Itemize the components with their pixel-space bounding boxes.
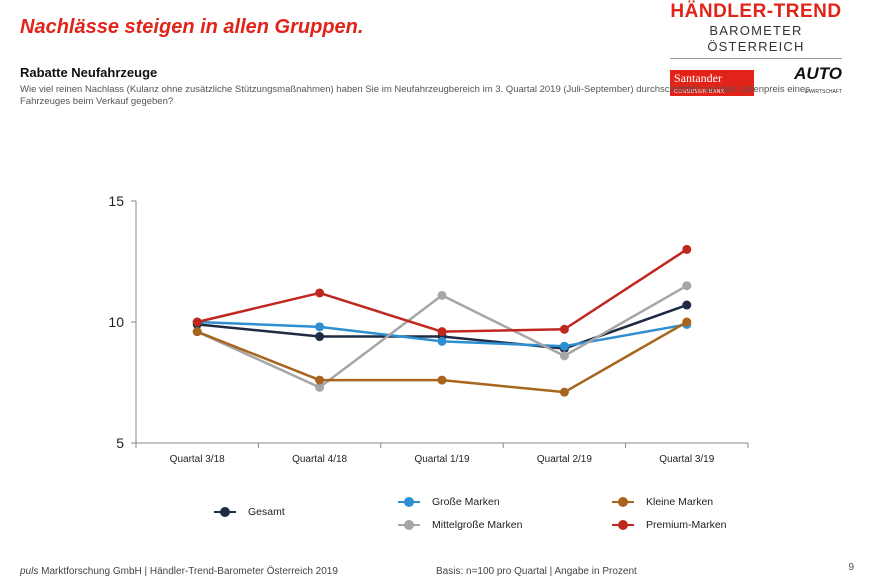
legend-label: Mittelgroße Marken [432,519,523,531]
brand-logos: Santander CONSUMER BANK AUTO & WIRTSCHAF… [670,65,842,101]
x-tick-label: Quartal 3/18 [170,454,225,465]
data-point-premium-marken [315,288,325,298]
chart-subtitle: Rabatte Neufahrzeuge [20,65,158,80]
data-point-große-marken [437,336,447,346]
data-point-große-marken [315,322,325,332]
x-tick-label: Quartal 1/19 [414,454,469,465]
data-point-kleine-marken [682,317,692,327]
legend-item: Kleine Marken [612,496,713,508]
footer-source-text: Marktforschung GmbH | Händler-Trend-Baro… [38,566,338,577]
legend-item: Gesamt [214,506,285,518]
santander-logo: Santander CONSUMER BANK [670,70,754,96]
footer-source: puls Marktforschung GmbH | Händler-Trend… [20,566,338,577]
data-point-mittelgroße-marken [437,290,447,300]
legend-swatch [398,520,420,530]
data-point-premium-marken [559,324,569,334]
legend-label: Gesamt [248,506,285,518]
data-point-kleine-marken [559,387,569,397]
auto-logo-tagline: & WIRTSCHAFT [804,89,842,95]
data-point-premium-marken [192,317,202,327]
data-point-kleine-marken [437,375,447,385]
legend-item: Premium-Marken [612,519,727,531]
data-point-mittelgroße-marken [315,382,325,392]
legend-label: Premium-Marken [646,519,727,531]
line-chart: 5 10 15 Quartal 3/18 Quartal 4/18 Quartal 1/1… [108,193,749,465]
data-point-premium-marken [682,244,692,254]
auto-logo-name: AUTO [794,64,842,83]
legend-swatch [612,497,634,507]
data-point-premium-marken [437,327,447,337]
headline: Nachlässe steigen in allen Gruppen. [20,16,364,38]
santander-logo-tagline: CONSUMER BANK [674,89,725,95]
legend-label: Große Marken [432,496,500,508]
data-point-gesamt [315,332,325,342]
brand-title: HÄNDLER-TREND [670,1,842,22]
legend-item: Mittelgroße Marken [398,519,522,531]
legend-swatch [214,507,236,517]
auto-wirtschaft-logo: AUTO & WIRTSCHAFT [762,65,842,101]
legend-label: Kleine Marken [646,496,714,508]
santander-logo-name: Santander [674,71,722,85]
footer-basis: Basis: n=100 pro Quartal | Angabe in Pro… [436,566,637,577]
legend-swatch [612,520,634,530]
y-tick-label: 5 [116,435,124,451]
footer-source-brand: puls [20,566,39,577]
data-point-kleine-marken [192,327,202,337]
page-number: 9 [848,562,854,573]
x-tick-label: Quartal 3/19 [659,454,714,465]
data-point-gesamt [682,300,692,310]
survey-question: Wie viel reinen Nachlass (Kulanz ohne zu… [20,84,810,107]
brand-block: HÄNDLER-TREND BAROMETER ÖSTERREICH Santa… [670,2,842,101]
y-tick-label: 15 [108,193,124,209]
legend-swatch [398,497,420,507]
brand-subtitle: BAROMETER ÖSTERREICH [670,23,842,59]
x-tick-label: Quartal 2/19 [537,454,592,465]
data-point-mittelgroße-marken [682,281,692,291]
legend-item: Große Marken [398,496,500,508]
data-point-kleine-marken [315,375,325,385]
x-tick-label: Quartal 4/18 [292,454,347,465]
series-line-premium-marken [196,248,688,333]
y-tick-label: 10 [108,314,124,330]
data-point-mittelgroße-marken [559,351,569,361]
data-point-große-marken [559,341,569,351]
